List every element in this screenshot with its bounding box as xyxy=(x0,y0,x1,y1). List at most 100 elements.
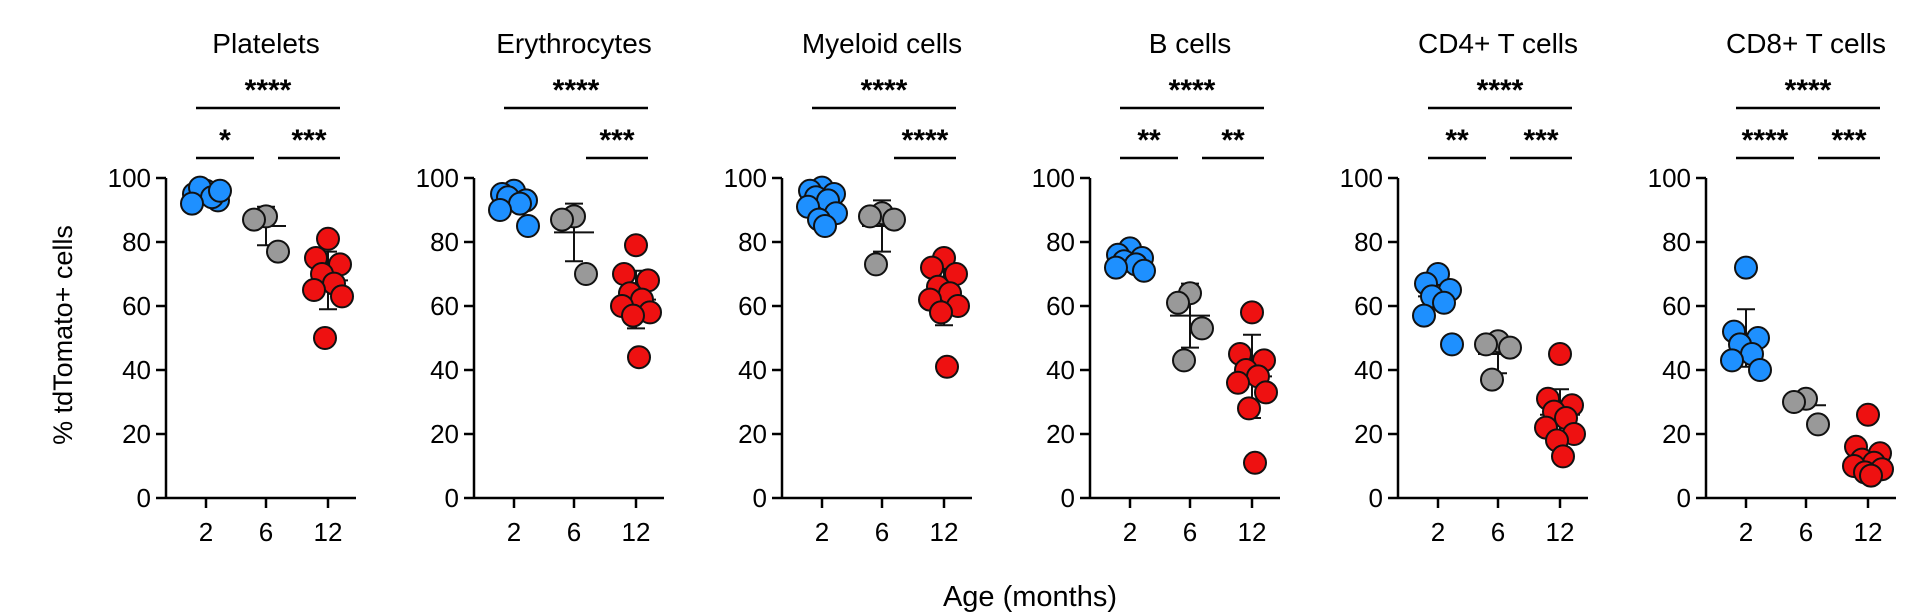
data-point-12m xyxy=(1243,450,1267,475)
data-point-2m xyxy=(1748,358,1772,382)
x-tick-label: 12 xyxy=(1854,517,1883,547)
y-tick-label: 60 xyxy=(738,291,767,321)
y-axis-label: % tdTomato+ cells xyxy=(48,225,78,445)
data-point-2m xyxy=(1412,303,1436,328)
data-point-12m xyxy=(627,345,651,370)
data-point-12m xyxy=(624,233,648,258)
data-point-2m xyxy=(1440,332,1464,357)
data-point-2m xyxy=(1734,255,1758,280)
data-point-6m xyxy=(864,252,888,277)
data-point-12m xyxy=(316,226,340,251)
data-point-12m xyxy=(1859,463,1883,488)
data-point-12m xyxy=(1237,396,1261,421)
data-point-12m xyxy=(1226,370,1250,395)
y-tick-label: 100 xyxy=(108,163,151,193)
y-tick-label: 80 xyxy=(738,227,767,257)
y-tick-label: 40 xyxy=(738,355,767,385)
significance-label: **** xyxy=(245,74,292,107)
y-tick-label: 0 xyxy=(1061,483,1075,513)
data-point-12m xyxy=(929,300,953,325)
y-tick-label: 40 xyxy=(1662,355,1691,385)
y-tick-label: 40 xyxy=(1046,355,1075,385)
y-tick-label: 20 xyxy=(430,419,459,449)
data-point-6m xyxy=(242,207,266,232)
y-tick-label: 100 xyxy=(1032,163,1075,193)
significance-label: **** xyxy=(861,74,908,107)
y-tick-label: 40 xyxy=(430,355,459,385)
panel-title: B cells xyxy=(1149,28,1231,59)
significance-label: **** xyxy=(902,124,949,157)
x-tick-label: 12 xyxy=(1546,517,1575,547)
data-point-12m xyxy=(1551,444,1575,469)
data-point-12m xyxy=(1254,380,1278,405)
data-point-2m xyxy=(516,214,540,238)
x-tick-label: 2 xyxy=(199,517,213,547)
y-tick-label: 0 xyxy=(445,483,459,513)
y-tick-label: 60 xyxy=(430,291,459,321)
data-point-12m xyxy=(1548,342,1572,366)
data-point-6m xyxy=(574,262,598,286)
y-tick-label: 100 xyxy=(724,163,767,193)
y-tick-label: 80 xyxy=(122,227,151,257)
y-tick-label: 0 xyxy=(1677,483,1691,513)
data-point-2m xyxy=(813,214,837,238)
data-point-12m xyxy=(302,278,326,302)
x-tick-label: 12 xyxy=(1238,517,1267,547)
y-tick-label: 20 xyxy=(1662,419,1691,449)
y-tick-label: 80 xyxy=(1354,227,1383,257)
data-point-6m xyxy=(1498,335,1522,360)
significance-label: **** xyxy=(1477,74,1524,107)
data-point-12m xyxy=(935,354,959,379)
y-tick-label: 100 xyxy=(416,163,459,193)
significance-label: * xyxy=(219,124,231,157)
x-tick-label: 6 xyxy=(1491,517,1505,547)
significance-label: ** xyxy=(1221,124,1245,157)
data-point-12m xyxy=(330,284,354,309)
y-tick-label: 80 xyxy=(1662,227,1691,257)
data-point-12m xyxy=(1240,300,1264,325)
x-tick-label: 6 xyxy=(259,517,273,547)
data-point-2m xyxy=(180,191,204,216)
data-point-12m xyxy=(313,326,337,350)
data-point-6m xyxy=(882,207,906,232)
data-point-6m xyxy=(1190,316,1214,341)
significance-label: *** xyxy=(1831,124,1866,157)
x-tick-label: 12 xyxy=(930,517,959,547)
panel-title: Myeloid cells xyxy=(802,28,962,59)
data-point-6m xyxy=(858,204,882,229)
significance-label: **** xyxy=(553,74,600,107)
x-tick-label: 2 xyxy=(1123,517,1137,547)
significance-label: ** xyxy=(1445,124,1469,157)
significance-label: *** xyxy=(291,124,326,157)
y-tick-label: 60 xyxy=(1662,291,1691,321)
y-tick-label: 40 xyxy=(122,355,151,385)
data-point-6m xyxy=(550,207,574,232)
data-point-2m xyxy=(1132,258,1156,283)
x-tick-label: 2 xyxy=(1431,517,1445,547)
x-tick-label: 12 xyxy=(314,517,343,547)
y-tick-label: 80 xyxy=(430,227,459,257)
panel-title: Platelets xyxy=(212,28,319,59)
y-tick-label: 0 xyxy=(137,483,151,513)
data-point-6m xyxy=(1806,412,1830,437)
data-point-2m xyxy=(1432,290,1456,315)
y-tick-label: 20 xyxy=(738,419,767,449)
significance-label: **** xyxy=(1742,124,1789,157)
significance-label: *** xyxy=(1523,124,1558,157)
data-point-6m xyxy=(1172,348,1196,373)
x-tick-label: 6 xyxy=(567,517,581,547)
y-tick-label: 60 xyxy=(122,291,151,321)
x-tick-label: 6 xyxy=(1183,517,1197,547)
y-tick-label: 60 xyxy=(1046,291,1075,321)
y-tick-label: 80 xyxy=(1046,227,1075,257)
data-point-2m xyxy=(1720,348,1744,373)
data-point-6m xyxy=(1166,290,1190,315)
data-point-2m xyxy=(1104,255,1128,280)
data-point-6m xyxy=(1474,332,1498,357)
data-point-2m xyxy=(488,198,512,222)
